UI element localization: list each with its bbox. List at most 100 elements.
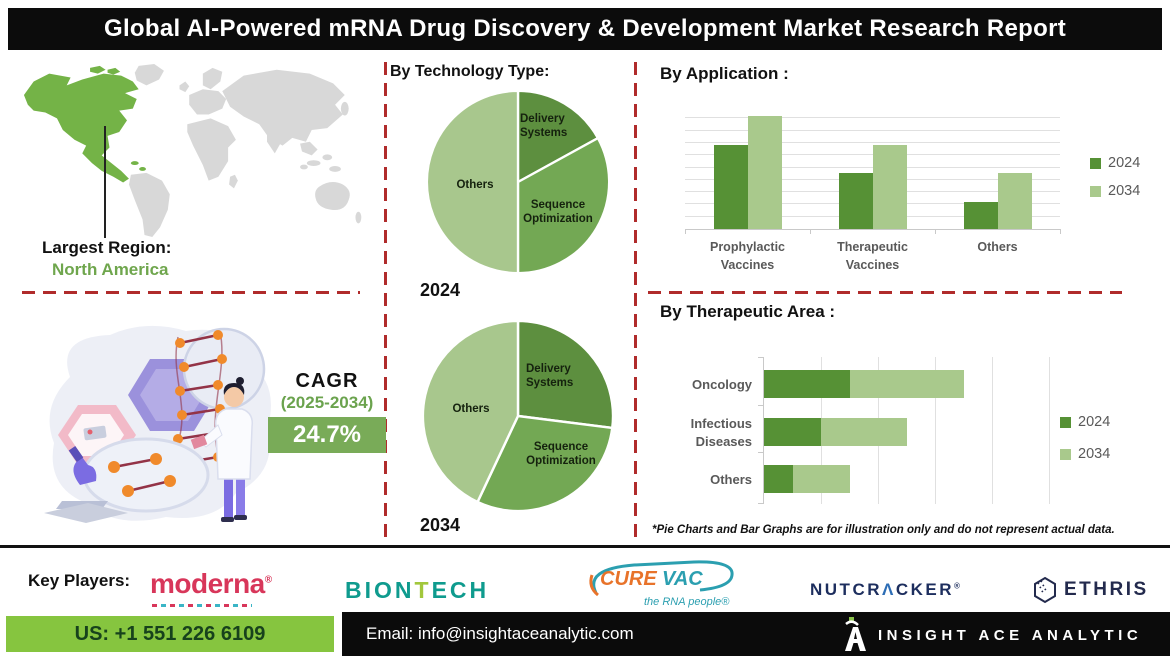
pie-year-2024: 2024: [420, 280, 461, 300]
logo-curevac: CURE VAC the RNA people®: [589, 560, 734, 608]
region-uk: [179, 81, 190, 93]
gridline: [685, 141, 1060, 143]
scientist-figure: [190, 377, 254, 522]
application-category-1: Prophylactic Vaccines: [709, 240, 786, 273]
paper-sheet: [44, 503, 128, 523]
island-japan: [340, 101, 349, 116]
continent-australia: [315, 182, 350, 211]
pie-svg-2034: [421, 319, 615, 513]
application-bar-chart: [685, 106, 1061, 234]
continent-south-america: [128, 172, 170, 237]
continent-north-america: [23, 73, 139, 183]
insight-ace-a-icon: [845, 617, 866, 651]
therapeutic-legend-2034: 2034: [1060, 446, 1110, 462]
bar-group-therapeutic-vaccines: [810, 145, 935, 229]
gridline: [685, 129, 1060, 131]
pie-label-sequence-optimization: Sequence Optimization: [526, 441, 596, 468]
legend-swatch-2024: [1090, 157, 1101, 169]
bar-2034-prophylactic-vaccines: [747, 116, 782, 229]
gridline: [685, 117, 1060, 119]
pie-svg-2024: [425, 89, 611, 275]
map-continents-gray: [128, 63, 362, 237]
island-madagascar: [229, 174, 238, 189]
therapeutic-category-infectious: Infectious Diseases: [690, 416, 752, 449]
continent-asia: [222, 69, 345, 146]
map-north-america-green: [23, 65, 146, 183]
pie-label-delivery-systems: Delivery Systems: [526, 363, 574, 390]
pie-year-2034: 2034: [420, 515, 461, 535]
bar-2024-others: [963, 202, 998, 229]
divider-dashed-right: [648, 291, 1122, 294]
bar-segment-2024: [764, 370, 850, 398]
key-players-label: Key Players:: [28, 571, 131, 590]
curevac-swoosh: [592, 560, 734, 594]
island-nz: [355, 211, 362, 224]
pie-chart-2024: Delivery Systems Sequence Optimization O…: [424, 88, 612, 276]
bar-segment-2024: [764, 417, 821, 446]
pie-slice-delivery-systems: [516, 89, 600, 184]
region-callout-line: [104, 126, 106, 238]
pie-label-delivery-systems: Delivery Systems: [520, 113, 568, 140]
island-3: [329, 166, 341, 172]
application-category-3: Others: [977, 240, 1018, 254]
stacked-bar-infectious-diseases: [764, 417, 907, 446]
world-map: [23, 63, 362, 237]
disclaimer-footnote: *Pie Charts and Bar Graphs are for illus…: [652, 524, 1115, 536]
continent-africa: [187, 118, 236, 181]
axis-tick: [685, 229, 686, 234]
bar-2034-therapeutic-vaccines: [872, 145, 907, 229]
axis-tick: [935, 229, 936, 234]
insight-ace-text: INSIGHT ACE ANALYTIC: [878, 626, 1143, 644]
island-2: [322, 154, 333, 161]
pie-slice-others: [421, 319, 520, 504]
therapeutic-legend-2024: 2024: [1060, 414, 1110, 430]
therapeutic-category-oncology: Oncology: [692, 377, 752, 392]
stacked-bar-others: [764, 465, 850, 493]
bar-segment-2034: [792, 465, 850, 493]
axis-tick: [758, 357, 764, 358]
molecule-nodes: [108, 453, 176, 497]
curevac-swoosh-orange: [589, 574, 599, 597]
pie-label-others: Others: [452, 403, 490, 415]
application-legend-2024: 2024: [1090, 155, 1140, 171]
stacked-bar-oncology: [764, 370, 964, 398]
island-canada-1: [90, 65, 106, 74]
pie-slice-delivery-systems: [516, 319, 615, 430]
legend-swatch-2024: [1060, 416, 1071, 428]
application-category-2: Therapeutic Vaccines: [837, 240, 908, 273]
continent-europe: [189, 89, 227, 115]
pie-slice-sequence-optimization: [475, 414, 614, 513]
footer-email: Email: info@insightaceanalytic.com: [366, 624, 634, 643]
logo-nutcracker: NUTCRΛCKER®: [810, 580, 963, 599]
therapeutic-heading: By Therapeutic Area :: [660, 302, 836, 321]
legend-swatch-2034: [1060, 448, 1071, 460]
bar-2034-others: [997, 173, 1032, 229]
ethris-text: ETHRIS: [1064, 579, 1149, 600]
magnifier-bottom: [82, 437, 210, 513]
divider-dashed-vertical-2: [634, 62, 637, 543]
axis-tick: [758, 452, 764, 453]
therapeutic-stacked-chart: [758, 357, 1096, 504]
island-4: [300, 164, 308, 170]
therapeutic-category-others: Others: [710, 472, 752, 487]
divider-dashed-left: [22, 291, 360, 294]
pie-label-sequence-optimization: Sequence Optimization: [523, 199, 593, 226]
ethris-hexagon-icon: [1034, 576, 1056, 604]
axis-tick: [758, 404, 764, 406]
pie-chart-2034: Delivery Systems Sequence Optimization O…: [420, 318, 616, 514]
axis-tick: [1060, 229, 1061, 234]
curevac-tagline: the RNA people®: [644, 596, 730, 608]
cagr-label: CAGR: [295, 370, 359, 392]
logo-moderna: moderna®: [150, 568, 272, 599]
logo-biontech: BIONTECH: [345, 577, 490, 603]
pie-slice-sequence-optimization: [516, 136, 611, 275]
application-legend-2034: 2034: [1090, 183, 1140, 199]
gridline: [1049, 357, 1050, 504]
largest-region-value: North America: [52, 260, 169, 279]
legend-label-2034: 2034: [1078, 446, 1111, 462]
divider-dashed-vertical-1: [384, 62, 387, 543]
bar-group-prophylactic-vaccines: [685, 116, 810, 229]
molecule-dumbbells: [113, 457, 171, 493]
insight-ace-logo: INSIGHT ACE ANALYTIC: [842, 617, 1142, 653]
